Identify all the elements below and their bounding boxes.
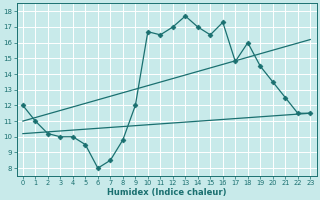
X-axis label: Humidex (Indice chaleur): Humidex (Indice chaleur) — [107, 188, 226, 197]
